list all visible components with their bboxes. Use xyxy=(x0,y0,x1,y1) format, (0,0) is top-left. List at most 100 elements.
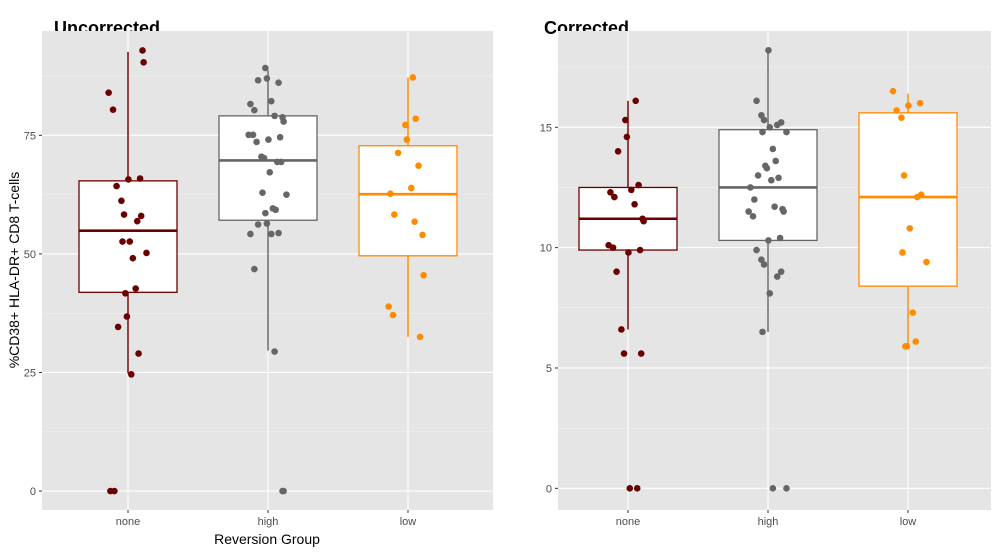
y-axis-label: %CD38+ HLA-DR+ CD8 T-cells xyxy=(6,172,22,369)
data-point xyxy=(109,106,117,114)
data-point xyxy=(132,285,139,292)
data-point xyxy=(119,238,126,245)
data-point xyxy=(415,162,422,169)
data-point xyxy=(632,97,639,105)
data-point xyxy=(251,106,258,114)
data-point xyxy=(129,254,137,262)
data-point xyxy=(613,268,620,276)
data-point xyxy=(779,205,786,213)
box-low xyxy=(858,112,958,287)
corrected-boxes xyxy=(578,50,958,347)
data-point xyxy=(906,225,914,232)
data-point xyxy=(277,158,285,166)
data-point xyxy=(783,128,790,136)
data-point xyxy=(139,47,146,54)
data-point xyxy=(118,197,125,205)
y-tick-label: 15 xyxy=(540,122,552,134)
data-point xyxy=(107,487,114,495)
data-point xyxy=(416,333,424,341)
data-point xyxy=(766,123,774,131)
data-point xyxy=(279,114,286,121)
data-point xyxy=(611,193,618,201)
box-high xyxy=(718,129,818,242)
data-point xyxy=(275,79,282,86)
data-point xyxy=(263,75,271,82)
data-point xyxy=(263,220,271,227)
data-point xyxy=(389,311,397,319)
data-point xyxy=(623,133,631,141)
data-point xyxy=(387,190,394,197)
data-point xyxy=(769,485,777,492)
data-point xyxy=(143,249,150,257)
y-tick-label: 5 xyxy=(546,363,552,375)
data-point xyxy=(247,230,254,238)
data-point xyxy=(776,234,784,242)
data-point xyxy=(258,153,265,160)
data-point xyxy=(759,128,766,136)
x-tick-label: high xyxy=(758,516,779,528)
data-point xyxy=(271,348,278,355)
data-point xyxy=(120,211,128,218)
data-point xyxy=(628,186,635,194)
data-point xyxy=(898,114,905,121)
data-point xyxy=(605,241,612,249)
data-point xyxy=(419,231,426,239)
data-point xyxy=(747,184,754,191)
data-point xyxy=(765,46,772,54)
data-point xyxy=(625,249,632,256)
data-point xyxy=(402,121,409,129)
data-point xyxy=(753,97,760,105)
y-tick-label: 0 xyxy=(30,486,36,498)
data-point xyxy=(633,485,641,492)
data-point xyxy=(762,162,769,170)
y-tick-label: 50 xyxy=(24,249,36,261)
data-point xyxy=(635,181,642,189)
data-point xyxy=(607,188,614,196)
data-point xyxy=(631,201,638,208)
data-point xyxy=(758,256,765,263)
data-point xyxy=(889,87,897,95)
x-tick-label: high xyxy=(258,516,279,528)
data-point xyxy=(912,338,919,345)
data-point xyxy=(140,59,147,66)
data-point xyxy=(409,74,417,81)
uncorrected-boxes xyxy=(78,51,458,374)
data-point xyxy=(253,138,260,146)
y-tick-label: 10 xyxy=(540,243,552,255)
data-point xyxy=(759,328,766,336)
box-low xyxy=(358,145,458,257)
data-point xyxy=(394,149,402,157)
data-point xyxy=(113,182,120,190)
data-point xyxy=(247,100,254,108)
data-point xyxy=(760,116,768,124)
data-point xyxy=(766,290,774,297)
data-point xyxy=(900,172,908,179)
data-point xyxy=(771,203,778,211)
data-point xyxy=(245,131,252,139)
y-tick-label: 75 xyxy=(24,130,36,142)
corrected-y-ticks: 0 5 10 15 xyxy=(540,122,558,495)
data-point xyxy=(128,371,135,378)
data-point xyxy=(772,157,779,165)
data-point xyxy=(114,323,122,331)
corrected-x-ticks: none high low xyxy=(616,510,916,528)
data-point xyxy=(105,89,112,96)
data-point xyxy=(283,191,290,198)
x-tick-label: low xyxy=(400,516,417,528)
data-point xyxy=(769,145,777,153)
data-point xyxy=(893,107,900,114)
data-point xyxy=(385,303,392,310)
data-point xyxy=(403,136,411,143)
uncorrected-y-ticks: 0 25 50 75 xyxy=(24,130,42,498)
data-point xyxy=(391,211,398,218)
data-point xyxy=(775,174,782,182)
data-point xyxy=(760,261,768,268)
data-point xyxy=(768,176,775,184)
data-point xyxy=(773,273,781,280)
data-point xyxy=(745,208,752,215)
data-point xyxy=(620,350,628,357)
data-point xyxy=(125,176,132,183)
data-point xyxy=(408,184,415,192)
data-point xyxy=(751,196,758,203)
y-tick-label: 25 xyxy=(24,367,36,379)
